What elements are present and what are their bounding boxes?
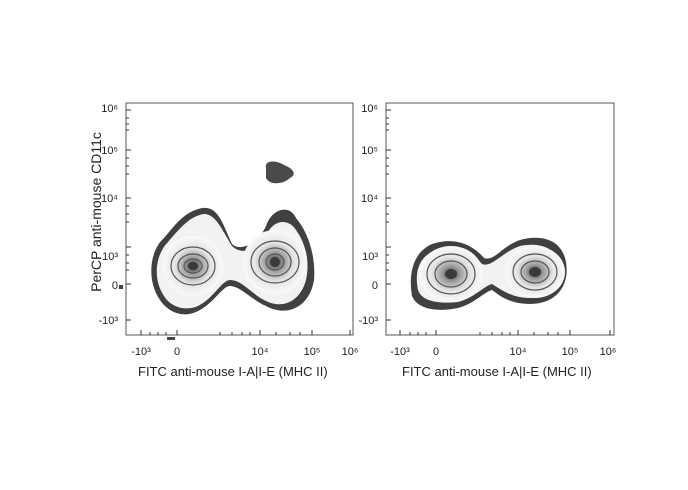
core-high-left	[270, 257, 280, 267]
x-axis-label-right: FITC anti-mouse I-A|I-E (MHC II)	[402, 364, 592, 379]
xtick-label: 0	[174, 346, 180, 358]
core-low-left	[188, 262, 198, 270]
ytick-label: 10⁵	[101, 145, 118, 157]
ytick-label: 10⁴	[101, 193, 118, 205]
axis-marker-left-x	[167, 337, 175, 340]
cluster-cd11c-high-left	[265, 161, 294, 184]
xtick-label: 10⁴	[252, 346, 269, 358]
y-tick-labels-right: 10⁶ 10⁵ 10⁴ 10³ 0 -10³	[358, 103, 378, 327]
plot-frame-right	[385, 102, 615, 336]
xtick-label: -10³	[390, 346, 410, 358]
core-high-right	[529, 267, 541, 277]
xtick-label: 10⁵	[562, 346, 579, 358]
ytick-label: -10³	[358, 315, 378, 327]
core-low-right	[445, 269, 457, 279]
x-tick-labels-left: -10³ 0 10⁴ 10⁵ 10⁶	[131, 346, 358, 358]
plot-panel-right	[385, 102, 615, 336]
y-axis-label: PerCP anti-mouse CD11c	[88, 132, 104, 292]
ytick-label: 0	[372, 280, 378, 292]
ticks-right	[386, 109, 611, 335]
ytick-label: 10⁶	[101, 103, 118, 115]
xtick-label: 10⁶	[600, 346, 617, 358]
contour-rings-left	[170, 240, 300, 286]
ytick-label: 0	[112, 280, 118, 292]
ytick-label: 10⁴	[361, 193, 378, 205]
ytick-label: 10⁶	[361, 103, 378, 115]
ytick-label: 10³	[102, 251, 118, 263]
ytick-label: 10⁵	[361, 145, 378, 157]
ticks-left	[126, 109, 351, 335]
xtick-label: 10⁵	[304, 346, 321, 358]
xtick-label: 10⁶	[342, 346, 359, 358]
x-tick-labels-right: -10³ 0 10⁴ 10⁵ 10⁶	[390, 346, 616, 358]
plot-panel-left	[119, 102, 354, 340]
contour-rings-right	[426, 253, 558, 295]
x-axis-label-left: FITC anti-mouse I-A|I-E (MHC II)	[138, 364, 328, 379]
xtick-label: 0	[433, 346, 439, 358]
xtick-label: -10³	[131, 346, 151, 358]
ytick-label: 10³	[362, 251, 378, 263]
axis-marker-left-y	[119, 285, 123, 289]
y-tick-labels-left: 10⁶ 10⁵ 10⁴ 10³ 0 -10³	[98, 103, 118, 327]
plot-frame-left	[125, 102, 354, 336]
xtick-label: 10⁴	[510, 346, 527, 358]
ytick-label: -10³	[98, 315, 118, 327]
